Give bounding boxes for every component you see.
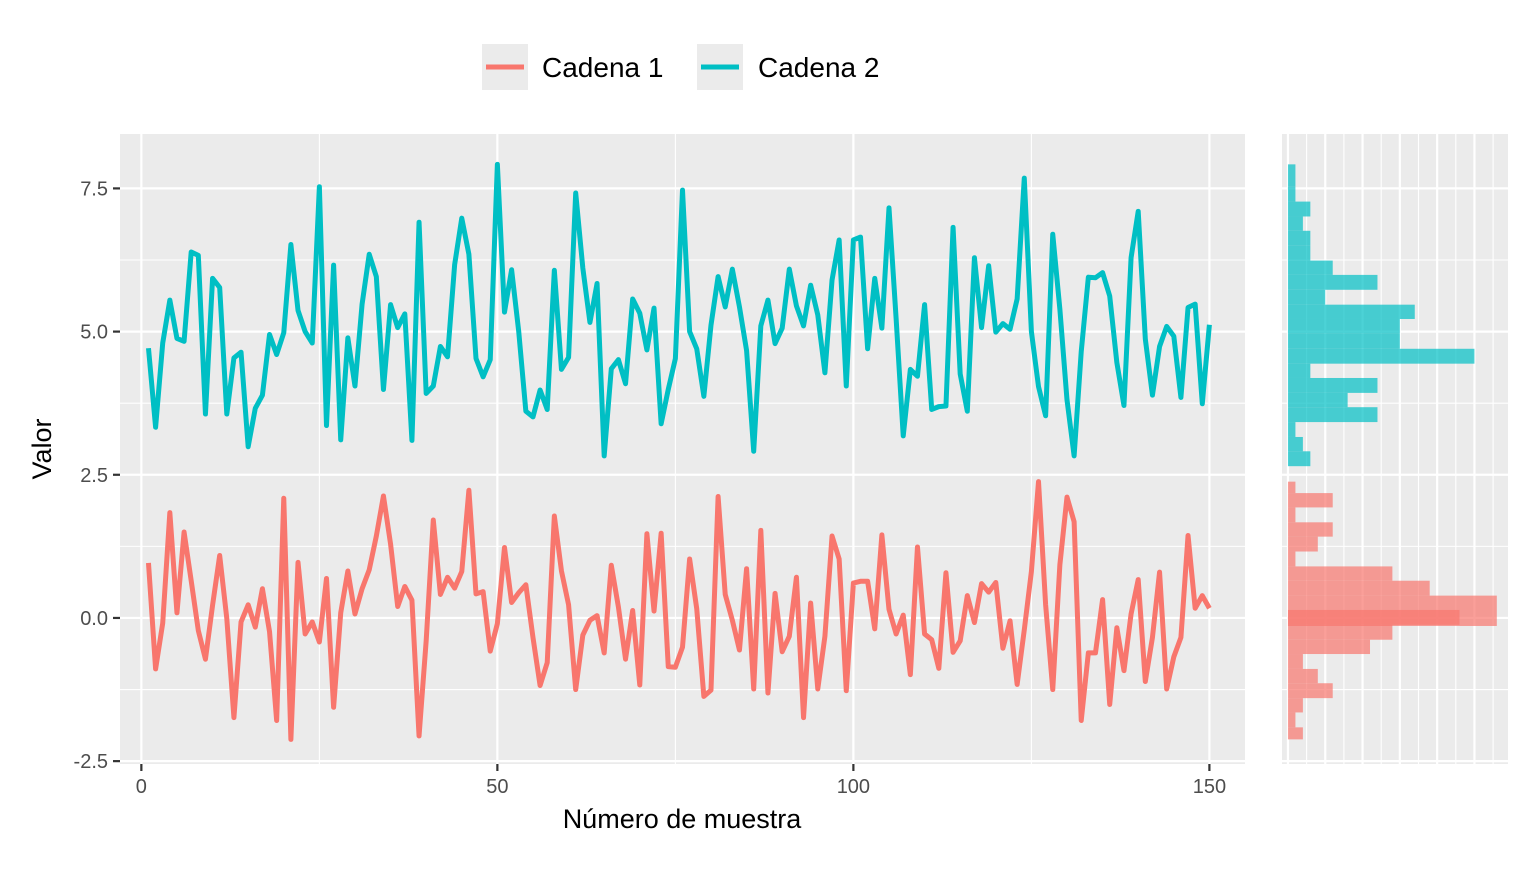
hist-bar-cadena-1-10 <box>1287 580 1430 596</box>
hist-bar-cadena-1-3 <box>1287 683 1333 699</box>
hist-bar-cadena-2-11 <box>1287 289 1326 305</box>
hist-bar-cadena-2-3 <box>1287 407 1378 423</box>
hist-bar-cadena-2-16 <box>1287 216 1303 231</box>
y-tick-label-4: 7.5 <box>80 178 108 200</box>
hist-bar-cadena-2-0 <box>1287 451 1311 467</box>
hist-bar-cadena-2-13 <box>1287 260 1333 275</box>
histogram-panel-background <box>1282 134 1508 764</box>
hist-bar-cadena-2-5 <box>1287 377 1378 393</box>
y-tick-label-1: 0.0 <box>80 608 108 630</box>
y-tick-label-2: 2.5 <box>80 465 108 487</box>
hist-bar-cadena-2-12 <box>1287 274 1378 290</box>
hist-bar-cadena-1-5 <box>1287 654 1303 669</box>
hist-bar-cadena-2-8 <box>1287 333 1400 349</box>
x-axis-title: Número de muestra <box>563 804 803 834</box>
y-tick-label-3: 5.0 <box>80 322 108 344</box>
x-tick-label-0: 0 <box>136 776 147 798</box>
hist-bar-cadena-1-14 <box>1287 522 1333 537</box>
hist-bar-cadena-1-1 <box>1287 712 1296 728</box>
y-tick-label-0: -2.5 <box>74 751 108 773</box>
x-tick-label-1: 50 <box>486 776 508 798</box>
y-axis-title: Valor <box>27 418 57 479</box>
hist-bar-cadena-2-7 <box>1287 348 1475 364</box>
hist-bar-cadena-2-14 <box>1287 245 1311 261</box>
histogram-bars <box>1287 164 1497 740</box>
legend: Cadena 1 Cadena 2 <box>482 44 879 90</box>
hist-bar-cadena-1-7 <box>1287 624 1393 640</box>
main-axes: 0 50 100 150 -2.5 0.0 2.5 5.0 7.5 <box>74 178 1227 798</box>
legend-label-cadena-1: Cadena 1 <box>542 52 663 83</box>
x-tick-label-2: 100 <box>837 776 870 798</box>
hist-bar-cadena-2-4 <box>1287 392 1348 408</box>
series-line-cadena-1 <box>145 479 1212 742</box>
hist-bar-cadena-2-18 <box>1287 186 1296 202</box>
hist-bar-cadena-1-9 <box>1287 595 1497 626</box>
hist-bar-cadena-2-19 <box>1287 164 1296 187</box>
x-tick-label-3: 150 <box>1193 776 1226 798</box>
hist-bar-cadena-2-1 <box>1287 436 1303 452</box>
hist-bar-cadena-1-2 <box>1287 698 1303 713</box>
hist-bar-cadena-2-17 <box>1287 201 1311 217</box>
hist-bar-cadena-1-12 <box>1287 551 1296 567</box>
hist-bar-cadena-1-15 <box>1287 507 1296 523</box>
hist-bar-cadena-2-2 <box>1287 422 1296 437</box>
hist-bar-cadena-1-16 <box>1287 493 1333 508</box>
hist-bar-cadena-1-13 <box>1287 536 1318 552</box>
hist-bar-cadena-1-17 <box>1287 481 1296 494</box>
series-line-cadena-2 <box>145 161 1212 459</box>
hist-bar-cadena-1-4 <box>1287 668 1318 684</box>
hist-bar-cadena-2-10 <box>1287 304 1415 319</box>
main-series-lines <box>145 161 1212 742</box>
hist-bar-cadena-1-6 <box>1287 639 1371 655</box>
legend-label-cadena-2: Cadena 2 <box>758 52 879 83</box>
hist-bar-cadena-2-6 <box>1287 363 1311 378</box>
hist-bar-cadena-1-11 <box>1287 566 1393 581</box>
hist-bar-cadena-2-15 <box>1287 230 1311 246</box>
hist-bar-cadena-2-9 <box>1287 318 1400 334</box>
hist-bar-cadena-1-0 <box>1287 727 1303 740</box>
